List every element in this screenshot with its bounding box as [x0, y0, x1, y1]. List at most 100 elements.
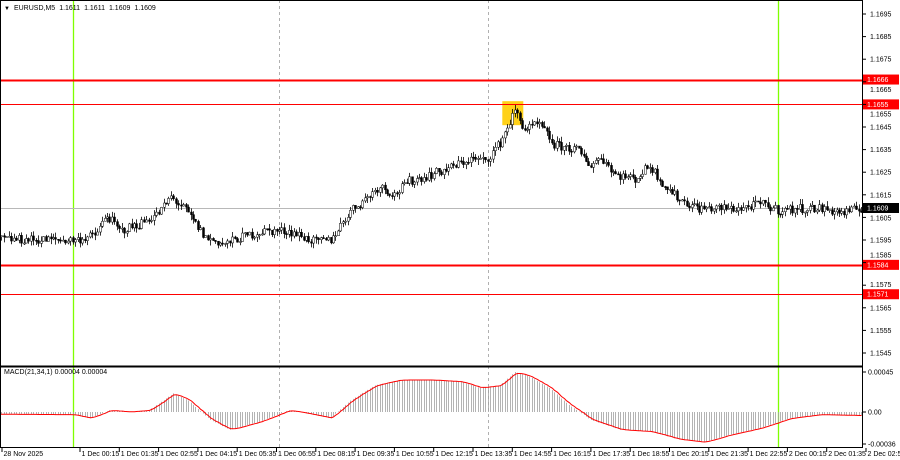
candle — [470, 152, 473, 168]
candle — [59, 237, 62, 244]
candle — [150, 215, 153, 224]
candle — [565, 143, 568, 152]
time-tick-label: 1 Dec 09:35 — [357, 451, 395, 458]
time-axis[interactable]: 28 Nov 202528 Nov 22:551 Dec 00:151 Dec … — [0, 448, 900, 458]
candle — [784, 206, 787, 217]
candle — [74, 237, 77, 247]
candle — [499, 138, 502, 152]
candle — [185, 202, 188, 213]
candle — [236, 236, 239, 243]
candle — [288, 224, 291, 238]
candle — [202, 226, 205, 239]
time-tick-label: 2 Dec 01:35 — [828, 451, 866, 458]
price-axis[interactable]: 1.1666 1.1655 1.1584 1.1571 1.1609 1.1695 1.16… — [862, 12, 899, 358]
price-tick-label: 1.1595 — [870, 238, 892, 245]
candle — [349, 206, 352, 220]
candle — [160, 206, 163, 215]
candle — [163, 198, 166, 212]
price-levels[interactable] — [0, 79, 862, 295]
candle — [676, 189, 679, 203]
candle — [376, 187, 379, 197]
candle — [568, 141, 571, 155]
time-tick-label: 2 Dec 02:55 — [868, 451, 900, 458]
candle — [541, 120, 544, 129]
candle — [696, 199, 699, 211]
candle — [40, 236, 43, 248]
candle — [138, 222, 141, 230]
candle — [52, 233, 55, 241]
candle — [54, 232, 57, 245]
candle — [723, 200, 726, 214]
candle — [673, 185, 676, 197]
candle — [94, 227, 97, 241]
candle — [715, 204, 718, 213]
candle — [133, 221, 136, 232]
candle — [489, 156, 492, 167]
candle — [821, 202, 824, 214]
candle — [843, 208, 846, 218]
candle — [15, 235, 18, 242]
candle — [752, 197, 755, 213]
grid-layer — [0, 0, 862, 448]
candle — [131, 218, 134, 230]
candle — [467, 157, 470, 165]
candle — [600, 154, 603, 160]
candle — [651, 164, 654, 176]
candle — [182, 202, 185, 207]
candle — [823, 204, 826, 217]
candle — [521, 118, 524, 130]
time-tick-label: 1 Dec 13:35 — [475, 451, 513, 458]
candle — [794, 207, 797, 218]
candle — [479, 154, 482, 160]
candle — [253, 235, 256, 241]
candle — [25, 234, 28, 244]
candle — [580, 146, 583, 157]
macd-signal-line — [0, 373, 862, 443]
candle — [607, 159, 610, 168]
level-price-label: 1.1655 — [867, 102, 889, 109]
candle — [172, 193, 175, 201]
time-tick-label: 1 Dec 22:55 — [750, 451, 788, 458]
candle — [239, 237, 242, 246]
candle — [450, 162, 453, 170]
candle — [96, 228, 99, 236]
candle — [661, 179, 664, 187]
candle — [516, 108, 519, 119]
candle — [381, 184, 384, 194]
candle — [295, 229, 298, 237]
candle — [813, 204, 816, 213]
candle — [35, 238, 38, 246]
candle — [204, 235, 207, 238]
candle — [32, 231, 35, 246]
candle — [423, 172, 426, 184]
candle — [543, 121, 546, 129]
candle — [526, 126, 529, 133]
candle — [816, 208, 819, 215]
candle — [779, 213, 782, 218]
candle — [118, 224, 121, 233]
candle — [354, 205, 357, 213]
candle — [457, 156, 460, 169]
candle — [123, 226, 126, 239]
candle — [91, 230, 94, 239]
candle — [727, 203, 730, 210]
triangle-down-icon[interactable]: ▼ — [4, 5, 10, 12]
candle — [501, 135, 504, 148]
candle — [67, 238, 70, 245]
candle — [113, 212, 116, 225]
candle — [845, 205, 848, 219]
candle — [77, 232, 80, 243]
candle — [332, 231, 335, 244]
candle — [698, 201, 701, 216]
level-price-label: 1.1571 — [867, 292, 889, 299]
candle — [494, 142, 497, 156]
candle — [777, 204, 780, 218]
candle — [64, 239, 67, 245]
time-tick-label: 1 Dec 00:15 — [82, 451, 120, 458]
candle — [89, 230, 92, 239]
candle — [533, 121, 536, 126]
candle — [720, 203, 723, 216]
candle — [656, 164, 659, 182]
macd-tick-label: -0.00036 — [868, 442, 896, 449]
